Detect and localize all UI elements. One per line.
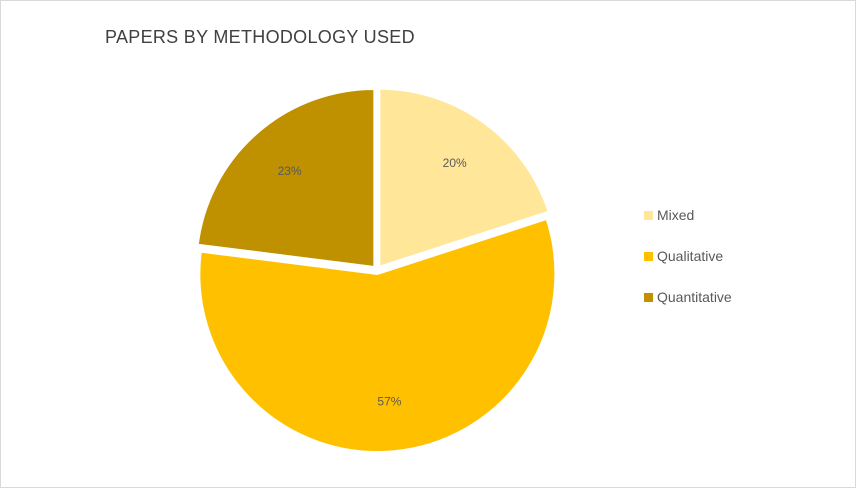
data-label-qualitative: 57% — [377, 395, 401, 409]
legend-item-qualitative: Qualitative — [644, 246, 732, 266]
legend-swatch-qualitative — [644, 251, 653, 261]
legend-label: Mixed — [657, 207, 695, 223]
legend-label: Quantitative — [657, 289, 732, 305]
legend-item-mixed: Mixed — [644, 205, 732, 225]
pie-slice-mixed — [378, 87, 550, 269]
pie-slice-quantitative — [196, 87, 376, 269]
pie-labels: 20% 57% 23% — [278, 156, 467, 408]
legend-swatch-quantitative — [644, 292, 653, 302]
chart-title: PAPERS BY METHODOLOGY USED — [105, 27, 415, 47]
legend-item-quantitative: Quantitative — [644, 287, 732, 307]
pie-slice-qualitative — [198, 217, 557, 453]
pie-slices — [196, 87, 557, 453]
legend-swatch-mixed — [644, 210, 653, 220]
data-label-quantitative: 23% — [278, 164, 302, 178]
legend: Mixed Qualitative Quantitative — [644, 205, 732, 328]
legend-label: Qualitative — [657, 248, 724, 264]
data-label-mixed: 20% — [443, 156, 467, 170]
